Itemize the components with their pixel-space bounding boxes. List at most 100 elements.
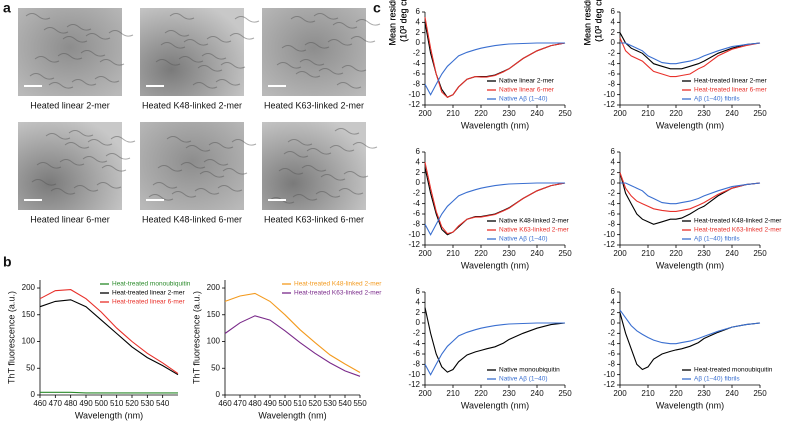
x-tick-label: 500 [95, 399, 109, 408]
y-tick-label: 100 [207, 337, 221, 346]
fibril-texture [192, 82, 218, 89]
x-tick-label: 230 [502, 109, 516, 118]
legend-label: Native linear 6-mer [499, 87, 555, 94]
data-line [619, 32, 761, 70]
fibril-texture [183, 39, 209, 46]
fibril-texture [45, 133, 71, 140]
legend-label: Heat-treated monoubiquitin [112, 281, 191, 288]
fibril-texture [59, 159, 85, 166]
micrograph-caption: Heated linear 6-mer [30, 214, 110, 224]
micrograph [262, 122, 366, 210]
fibril-texture [220, 62, 246, 69]
x-axis-label: Wavelength (nm) [656, 400, 724, 410]
fibril-texture [197, 65, 223, 72]
x-tick-label: 210 [446, 109, 460, 118]
fibril-texture [352, 142, 378, 149]
fibril-texture [327, 39, 353, 46]
fibril-texture [164, 30, 190, 37]
y-tick-label: -4 [608, 59, 616, 68]
y-tick-label: -10 [408, 90, 420, 99]
x-tick-label: 200 [418, 109, 432, 118]
y-tick-label: 6 [416, 287, 421, 296]
x-tick-label: 200 [418, 389, 432, 398]
fibril-texture [301, 165, 327, 172]
panel-label: a [3, 0, 11, 16]
fibril-texture [318, 68, 344, 75]
y-tick-label: -8 [608, 359, 616, 368]
fibril-texture [50, 188, 76, 195]
data-line [619, 312, 761, 371]
y-axis-label: ThT fluorescence (a.u.) [191, 291, 201, 384]
x-tick-label: 250 [753, 249, 767, 258]
data-line [619, 172, 761, 225]
fibril-texture [148, 194, 174, 201]
y-tick-label: 0 [31, 390, 36, 399]
fibril-texture [80, 50, 106, 57]
y-tick-label: 4 [416, 297, 421, 306]
y-axis-label: Mean residue ellipticity [387, 0, 397, 46]
fibril-texture [336, 82, 362, 89]
legend-label: Aβ (1–40) fibrils [694, 96, 740, 103]
x-tick-label: 480 [64, 399, 78, 408]
legend-label: Heat-treated linear 2-mer [694, 78, 767, 85]
x-tick-label: 210 [641, 109, 655, 118]
x-tick-label: 240 [530, 249, 544, 258]
y-tick-label: 2 [611, 308, 616, 317]
fibril-texture [101, 165, 127, 172]
legend-label: Heat-treated K48-linked 2-mer [694, 218, 782, 225]
fibril-texture [304, 42, 330, 49]
fibril-texture [283, 151, 309, 158]
fibril-texture [157, 165, 183, 172]
fibril-texture [34, 56, 60, 63]
y-axis-label: (10³ deg cm² dmol⁻¹) [398, 0, 408, 42]
x-tick-label: 200 [418, 249, 432, 258]
data-line [40, 391, 178, 394]
x-tick-label: 220 [474, 109, 488, 118]
x-tick-label: 470 [49, 399, 63, 408]
fibril-texture [185, 145, 211, 152]
y-tick-label: -12 [408, 380, 420, 389]
fibril-texture [329, 145, 355, 152]
fibril-texture [99, 59, 125, 66]
x-axis-label: Wavelength (nm) [461, 120, 529, 130]
y-tick-label: -10 [603, 90, 615, 99]
y-tick-label: -4 [413, 339, 421, 348]
micrograph-caption: Heated K48-linked 6-mer [142, 214, 242, 224]
y-tick-label: -4 [413, 59, 421, 68]
fibril-texture [292, 194, 318, 201]
fibril-texture [290, 16, 316, 23]
y-tick-label: -12 [408, 240, 420, 249]
y-tick-label: -8 [413, 79, 421, 88]
x-axis-label: Wavelength (nm) [258, 410, 326, 420]
micrograph-caption: Heated linear 2-mer [30, 100, 110, 110]
y-tick-label: 6 [611, 7, 616, 16]
y-tick-label: 0 [216, 390, 221, 399]
y-tick-label: -2 [413, 328, 421, 337]
fibril-texture [36, 162, 62, 169]
y-tick-label: -4 [413, 199, 421, 208]
y-tick-label: -2 [608, 328, 616, 337]
x-tick-label: 460 [33, 399, 47, 408]
fibril-texture [355, 19, 381, 26]
x-tick-label: 530 [141, 399, 155, 408]
fibril-texture [85, 33, 111, 40]
panel-label: b [3, 254, 12, 270]
y-tick-label: 4 [611, 157, 616, 166]
x-tick-label: 240 [725, 109, 739, 118]
y-tick-label: -10 [603, 370, 615, 379]
legend-label: Native Aβ (1–40) [499, 236, 548, 243]
fibril-texture [278, 168, 304, 175]
fibril-texture [306, 148, 332, 155]
data-line [39, 299, 179, 376]
fibril-texture [201, 53, 227, 60]
legend-label: Native Aβ (1–40) [499, 376, 548, 383]
y-tick-label: -6 [608, 209, 616, 218]
y-tick-label: 2 [416, 168, 421, 177]
x-tick-label: 230 [697, 249, 711, 258]
x-tick-label: 200 [613, 389, 627, 398]
fibril-texture [71, 79, 97, 86]
y-tick-label: -6 [608, 349, 616, 358]
x-tick-label: 240 [725, 389, 739, 398]
fibril-texture [341, 65, 367, 72]
y-tick-label: 200 [207, 283, 221, 292]
